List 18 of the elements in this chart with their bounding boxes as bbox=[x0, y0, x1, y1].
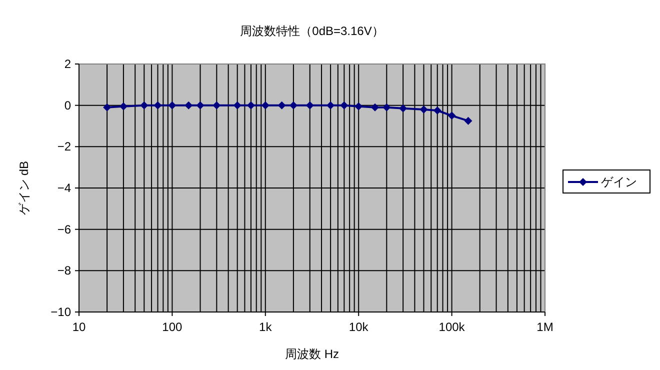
y-tick-label: 0 bbox=[64, 98, 72, 112]
x-tick-label: 100k bbox=[438, 320, 466, 334]
x-tick-label: 1k bbox=[259, 320, 273, 334]
y-tick-label: −8 bbox=[57, 264, 72, 278]
y-tick-label: −6 bbox=[57, 222, 72, 236]
y-axis-title: ゲイン dB bbox=[17, 160, 31, 216]
x-axis-title: 周波数 Hz bbox=[285, 347, 339, 361]
chart-title: 周波数特性（0dB=3.16V） bbox=[240, 24, 384, 38]
x-tick-label: 100 bbox=[162, 320, 183, 334]
y-tick-label: 2 bbox=[64, 57, 72, 71]
y-tick-label: −4 bbox=[57, 181, 72, 195]
y-tick-label: −2 bbox=[57, 140, 72, 154]
x-tick-label: 10k bbox=[348, 320, 370, 334]
y-tick-label: −10 bbox=[50, 305, 72, 319]
x-tick-label: 10 bbox=[72, 320, 86, 334]
legend: ゲイン bbox=[562, 170, 650, 194]
legend-label: ゲイン bbox=[601, 175, 637, 189]
x-tick-label: 1M bbox=[536, 320, 554, 334]
